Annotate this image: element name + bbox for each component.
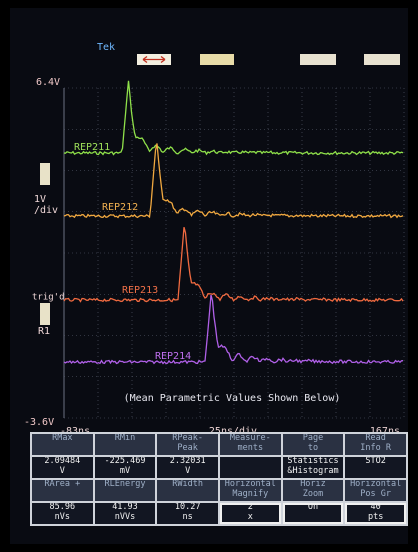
table-value-cell[interactable]: Statistics &Histogram: [281, 456, 345, 479]
ch-marker: [40, 163, 50, 185]
waveform: [63, 294, 404, 365]
table-header-cell[interactable]: Horizontal Pos Gr: [344, 479, 407, 502]
table-value-cell[interactable]: [219, 456, 282, 479]
trace-label: REP211: [74, 142, 110, 153]
ref-label: R1: [38, 326, 50, 337]
y-top-label: 6.4V: [36, 77, 60, 88]
table-header-cell[interactable]: Read Info R: [344, 433, 407, 456]
table-header-cell[interactable]: Measure- ments: [219, 433, 282, 456]
table-value-cell: 85.96 nVs: [31, 502, 94, 525]
ref-marker: [40, 303, 50, 325]
arrow-icon: [142, 55, 166, 64]
menu-button[interactable]: [364, 54, 400, 65]
table-header-cell: RLEnergy: [93, 479, 157, 502]
scale-label: 1V: [34, 194, 46, 205]
table-value-cell: 2.32031 V: [156, 456, 219, 479]
table-header-cell[interactable]: Horiz Zoom: [281, 479, 345, 502]
brand: Tek: [97, 42, 115, 53]
menu-button[interactable]: [300, 54, 336, 65]
x-left-label: -83ns: [60, 426, 90, 437]
measurement-table: RMax RMin RPeak- Peak Measure- ments Page to…: [30, 432, 408, 526]
trigger-label: trig'd: [32, 293, 65, 303]
x-right-label: 167ns: [370, 426, 400, 437]
menu-button[interactable]: [200, 54, 234, 65]
table-header-cell[interactable]: Page to: [281, 433, 345, 456]
note: (Mean Parametric Values Shown Below): [124, 393, 341, 404]
graticule: [63, 87, 405, 419]
waveform: [63, 143, 404, 219]
trace-label: REP213: [122, 285, 158, 296]
table-value-cell[interactable]: 40 pts: [344, 502, 407, 525]
table-value-cell: 10.27 ns: [156, 502, 219, 525]
scale-label: /div: [34, 205, 58, 216]
trace-label: REP212: [102, 202, 138, 213]
waveform: [63, 80, 404, 156]
table-value-cell[interactable]: STO2: [344, 456, 407, 479]
table-value-cell[interactable]: 2 x: [219, 502, 282, 525]
waveforms: [63, 80, 404, 365]
table-value-cell: -225.469 mV: [93, 456, 157, 479]
waveform: [63, 227, 404, 303]
table-header-cell: RArea +: [31, 479, 94, 502]
table-header-cell: RWidth: [156, 479, 219, 502]
table-header-cell[interactable]: Horizontal Magnify: [219, 479, 282, 502]
x-scale-label: 25ns/div: [209, 426, 257, 437]
trace-label: REP214: [155, 351, 191, 362]
table-value-cell[interactable]: On: [281, 502, 345, 525]
table-header-cell: RMin: [93, 433, 157, 456]
table-value-cell: 2.09484 V: [31, 456, 94, 479]
table-value-cell: 41.93 nVVs: [93, 502, 157, 525]
y-bottom-label: -3.6V: [24, 417, 54, 428]
table-header-cell: RMax: [31, 433, 94, 456]
table-header-cell: RPeak- Peak: [156, 433, 219, 456]
